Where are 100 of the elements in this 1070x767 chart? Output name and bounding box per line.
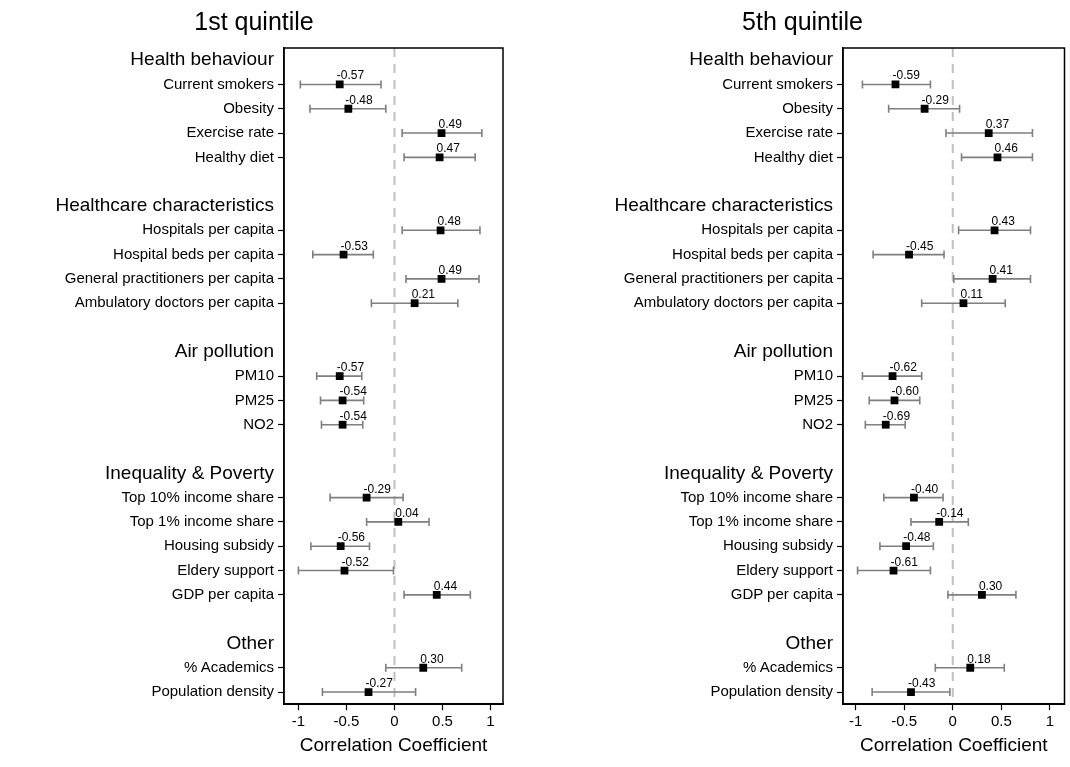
x-tick-label: 1 — [486, 712, 495, 730]
y-tick-label: Exercise rate — [186, 123, 274, 141]
point — [335, 372, 344, 380]
y-tick-label: Hospital beds per capita — [672, 244, 834, 262]
point — [335, 80, 344, 89]
x-tick-label: 0 — [390, 712, 399, 730]
data-label: -0.43 — [908, 676, 936, 691]
x-tick-label: 0.5 — [432, 712, 453, 730]
point — [935, 518, 944, 526]
y-tick-label: Inequality & Poverty — [664, 461, 834, 483]
y-tick-label: Healthy diet — [753, 147, 834, 165]
y-tick-label: Hospital beds per capita — [113, 244, 275, 262]
y-tick-label: Top 1% income share — [129, 512, 274, 530]
y-tick-label: PM25 — [793, 390, 833, 408]
data-label: -0.59 — [892, 68, 921, 83]
point — [344, 104, 353, 113]
data-label: -0.57 — [336, 360, 365, 375]
point — [437, 275, 446, 283]
x-tick-label: -0.5 — [333, 712, 360, 730]
point — [394, 518, 403, 526]
y-tick-label: Ambulatory doctors per capita — [74, 293, 275, 311]
data-label: 0.30 — [420, 651, 444, 666]
data-label: -0.60 — [891, 384, 920, 399]
y-tick-label: Health behaviour — [689, 48, 834, 70]
data-label: -0.57 — [336, 68, 365, 83]
chart-title: 5th quintile — [742, 6, 863, 35]
data-label: -0.29 — [921, 92, 950, 107]
data-label: 0.04 — [395, 505, 419, 520]
point — [881, 420, 890, 429]
data-label: -0.54 — [339, 384, 368, 399]
y-tick-label: Housing subsidy — [163, 536, 275, 554]
point — [336, 542, 345, 551]
data-label: 0.49 — [438, 117, 463, 132]
data-label: 0.43 — [991, 214, 1016, 229]
data-label: -0.48 — [345, 92, 374, 107]
data-label: 0.46 — [994, 141, 1019, 156]
point — [978, 590, 986, 599]
data-label: -0.61 — [890, 554, 919, 569]
point — [436, 226, 445, 235]
point — [410, 299, 419, 308]
point — [338, 420, 347, 429]
y-tick-label: GDP per capita — [730, 584, 834, 602]
chart-title: 1st quintile — [194, 6, 314, 35]
data-label: -0.53 — [340, 238, 369, 253]
y-tick-label: Air pollution — [174, 340, 274, 362]
y-tick-label: Eldery support — [177, 560, 275, 578]
data-label: 0.49 — [438, 262, 463, 277]
data-label: 0.18 — [967, 651, 991, 666]
x-tick-label: -1 — [848, 712, 863, 730]
y-tick-label: Inequality & Poverty — [105, 461, 275, 483]
y-tick-label: Current smokers — [722, 74, 833, 92]
data-label: -0.29 — [363, 481, 392, 496]
y-tick-label: Exercise rate — [745, 123, 833, 141]
y-tick-label: Obesity — [223, 98, 275, 116]
point — [990, 226, 999, 235]
y-tick-label: Air pollution — [733, 340, 833, 362]
data-label: 0.30 — [978, 578, 1003, 593]
data-label: -0.52 — [341, 554, 370, 569]
data-label: 0.44 — [433, 578, 458, 593]
point — [993, 153, 1002, 162]
data-label: -0.45 — [906, 238, 934, 253]
y-tick-label: Hospitals per capita — [701, 220, 834, 238]
y-tick-label: Other — [785, 631, 834, 653]
data-label: -0.14 — [936, 505, 964, 520]
y-tick-label: NO2 — [243, 414, 274, 432]
point — [435, 153, 444, 162]
data-label: -0.27 — [365, 676, 394, 691]
y-tick-label: General practitioners per capita — [64, 269, 275, 287]
x-tick-label: 1 — [1045, 712, 1055, 730]
x-axis-title: Correlation Coefficient — [859, 733, 1049, 755]
data-label: -0.62 — [889, 360, 918, 375]
y-tick-label: Healthcare characteristics — [614, 194, 833, 216]
data-label: 0.37 — [985, 117, 1010, 132]
x-tick-label: 0 — [948, 712, 957, 730]
y-tick-label: PM25 — [234, 390, 274, 408]
data-label: -0.56 — [337, 530, 366, 545]
y-tick-label: Healthy diet — [194, 147, 275, 165]
y-tick-label: PM10 — [793, 366, 833, 384]
y-tick-label: Health behaviour — [130, 48, 275, 70]
data-label: 0.41 — [989, 262, 1014, 277]
data-label: -0.48 — [903, 530, 931, 545]
y-tick-label: Top 10% income share — [121, 487, 274, 505]
point — [920, 104, 929, 113]
point — [364, 688, 373, 696]
y-tick-label: Healthcare characteristics — [55, 194, 274, 216]
point — [902, 542, 911, 551]
point — [437, 129, 446, 137]
point — [362, 493, 371, 502]
point — [432, 590, 441, 599]
y-tick-label: Population density — [710, 682, 834, 700]
data-label: -0.54 — [339, 408, 368, 423]
y-tick-label: NO2 — [802, 414, 833, 432]
point — [988, 275, 997, 283]
x-tick-label: 0.5 — [990, 712, 1012, 730]
x-tick-label: -1 — [291, 712, 306, 730]
data-label: 0.48 — [437, 214, 462, 229]
point — [905, 250, 913, 259]
data-label: 0.21 — [411, 287, 436, 302]
y-tick-label: Top 1% income share — [688, 512, 833, 530]
y-tick-label: Other — [226, 631, 275, 653]
